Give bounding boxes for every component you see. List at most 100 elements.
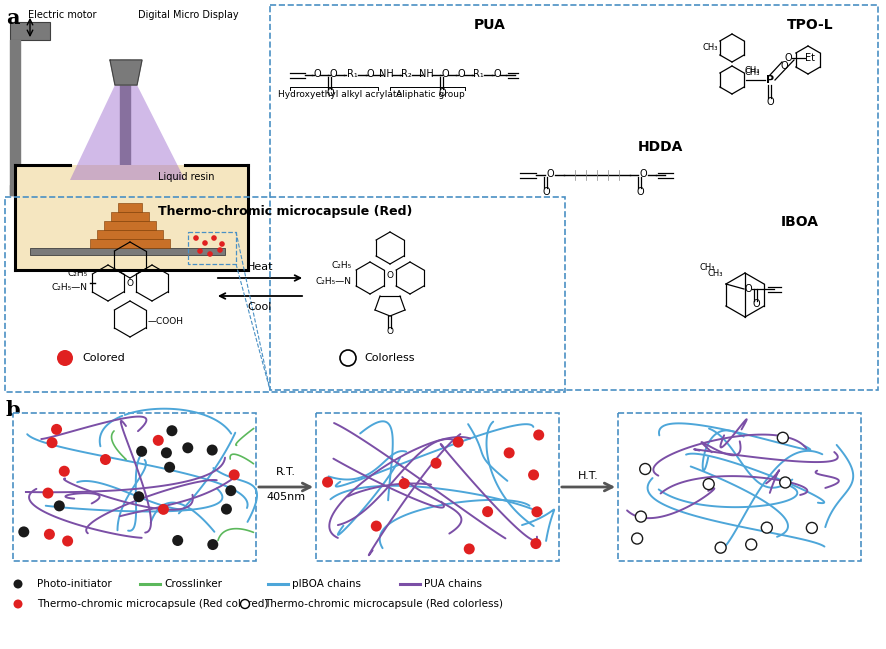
Text: —COOH: —COOH — [148, 317, 183, 326]
Text: O: O — [780, 61, 788, 71]
Text: O: O — [639, 169, 646, 179]
Text: P: P — [766, 75, 773, 85]
Circle shape — [503, 447, 514, 458]
Circle shape — [13, 580, 22, 589]
Text: Liquid resin: Liquid resin — [158, 172, 214, 182]
Circle shape — [634, 511, 646, 522]
Circle shape — [58, 466, 70, 477]
FancyBboxPatch shape — [15, 165, 248, 270]
Circle shape — [225, 485, 236, 496]
Text: a: a — [6, 8, 19, 28]
Circle shape — [805, 522, 816, 533]
Text: C₂H₅—N: C₂H₅—N — [315, 278, 352, 286]
Circle shape — [703, 478, 713, 489]
Circle shape — [152, 435, 164, 446]
Circle shape — [399, 478, 409, 489]
Text: R₁: R₁ — [472, 69, 483, 79]
Circle shape — [776, 432, 788, 443]
Text: O: O — [386, 271, 393, 280]
Text: O: O — [440, 69, 448, 79]
Circle shape — [745, 539, 756, 550]
Text: TPO-L: TPO-L — [786, 18, 832, 32]
Text: pIBOA chains: pIBOA chains — [291, 579, 361, 589]
Text: R₁: R₁ — [346, 69, 357, 79]
Polygon shape — [110, 60, 142, 85]
Text: NH: NH — [418, 69, 433, 79]
Polygon shape — [70, 85, 185, 180]
Text: CH₃: CH₃ — [702, 43, 717, 53]
Circle shape — [183, 443, 193, 453]
Text: Cool: Cool — [247, 302, 272, 312]
FancyBboxPatch shape — [10, 22, 50, 40]
Text: O: O — [386, 328, 393, 336]
Circle shape — [714, 542, 726, 553]
Text: Colorless: Colorless — [363, 353, 414, 363]
Text: O: O — [326, 88, 333, 98]
Circle shape — [779, 477, 789, 488]
Circle shape — [133, 491, 144, 502]
Text: Thermo-chromic microcapsule (Red colored): Thermo-chromic microcapsule (Red colored… — [37, 599, 268, 609]
Text: CH₃: CH₃ — [743, 68, 758, 77]
Text: b: b — [6, 400, 20, 420]
Text: O: O — [366, 69, 373, 79]
Circle shape — [482, 506, 493, 517]
Circle shape — [43, 487, 53, 498]
Text: Thermo-chromic microcapsule (Red colorless): Thermo-chromic microcapsule (Red colorle… — [264, 599, 502, 609]
Text: CH₃: CH₃ — [699, 262, 714, 271]
Circle shape — [136, 446, 147, 457]
Circle shape — [13, 600, 22, 609]
Text: O: O — [546, 169, 553, 179]
Text: H.T.: H.T. — [577, 471, 598, 481]
FancyBboxPatch shape — [104, 221, 156, 230]
Text: IBOA: IBOA — [780, 215, 818, 229]
Text: CH₃: CH₃ — [743, 66, 758, 75]
Circle shape — [54, 500, 65, 511]
Circle shape — [164, 461, 175, 472]
Text: O: O — [329, 69, 337, 79]
Text: PUA chains: PUA chains — [424, 579, 481, 589]
Text: PUA: PUA — [473, 18, 505, 32]
Text: CH₃: CH₃ — [707, 269, 722, 278]
Circle shape — [339, 350, 355, 366]
Text: O: O — [127, 278, 134, 288]
FancyBboxPatch shape — [111, 212, 149, 221]
Text: O: O — [635, 187, 643, 197]
Text: Et: Et — [804, 53, 814, 63]
Circle shape — [46, 437, 58, 448]
FancyBboxPatch shape — [97, 230, 163, 239]
Text: O: O — [456, 69, 464, 79]
Circle shape — [202, 240, 207, 246]
Circle shape — [62, 535, 73, 546]
Circle shape — [172, 535, 183, 546]
Text: O: O — [493, 69, 501, 79]
FancyBboxPatch shape — [13, 413, 256, 561]
Circle shape — [229, 469, 239, 480]
Circle shape — [463, 543, 474, 554]
Text: O: O — [766, 97, 773, 107]
FancyBboxPatch shape — [315, 413, 558, 561]
Text: O: O — [313, 69, 321, 79]
Text: R₂: R₂ — [400, 69, 411, 79]
Circle shape — [631, 533, 642, 544]
Circle shape — [322, 476, 332, 487]
Circle shape — [167, 425, 177, 436]
Text: Hydroxyethyl alkyl acrylate: Hydroxyethyl alkyl acrylate — [277, 90, 401, 99]
Circle shape — [532, 430, 544, 441]
Circle shape — [51, 424, 62, 435]
Circle shape — [452, 437, 463, 448]
Circle shape — [219, 241, 224, 247]
Circle shape — [43, 529, 55, 540]
FancyBboxPatch shape — [89, 239, 170, 248]
Circle shape — [207, 539, 218, 550]
Text: 405nm: 405nm — [266, 492, 305, 502]
Circle shape — [531, 506, 542, 517]
Text: O: O — [541, 187, 549, 197]
Circle shape — [530, 538, 540, 549]
Text: O: O — [438, 88, 446, 98]
Circle shape — [217, 247, 222, 253]
Text: Colored: Colored — [82, 353, 125, 363]
Text: NH: NH — [378, 69, 392, 79]
Text: O: O — [751, 299, 759, 309]
Circle shape — [240, 600, 249, 609]
Circle shape — [370, 520, 381, 532]
